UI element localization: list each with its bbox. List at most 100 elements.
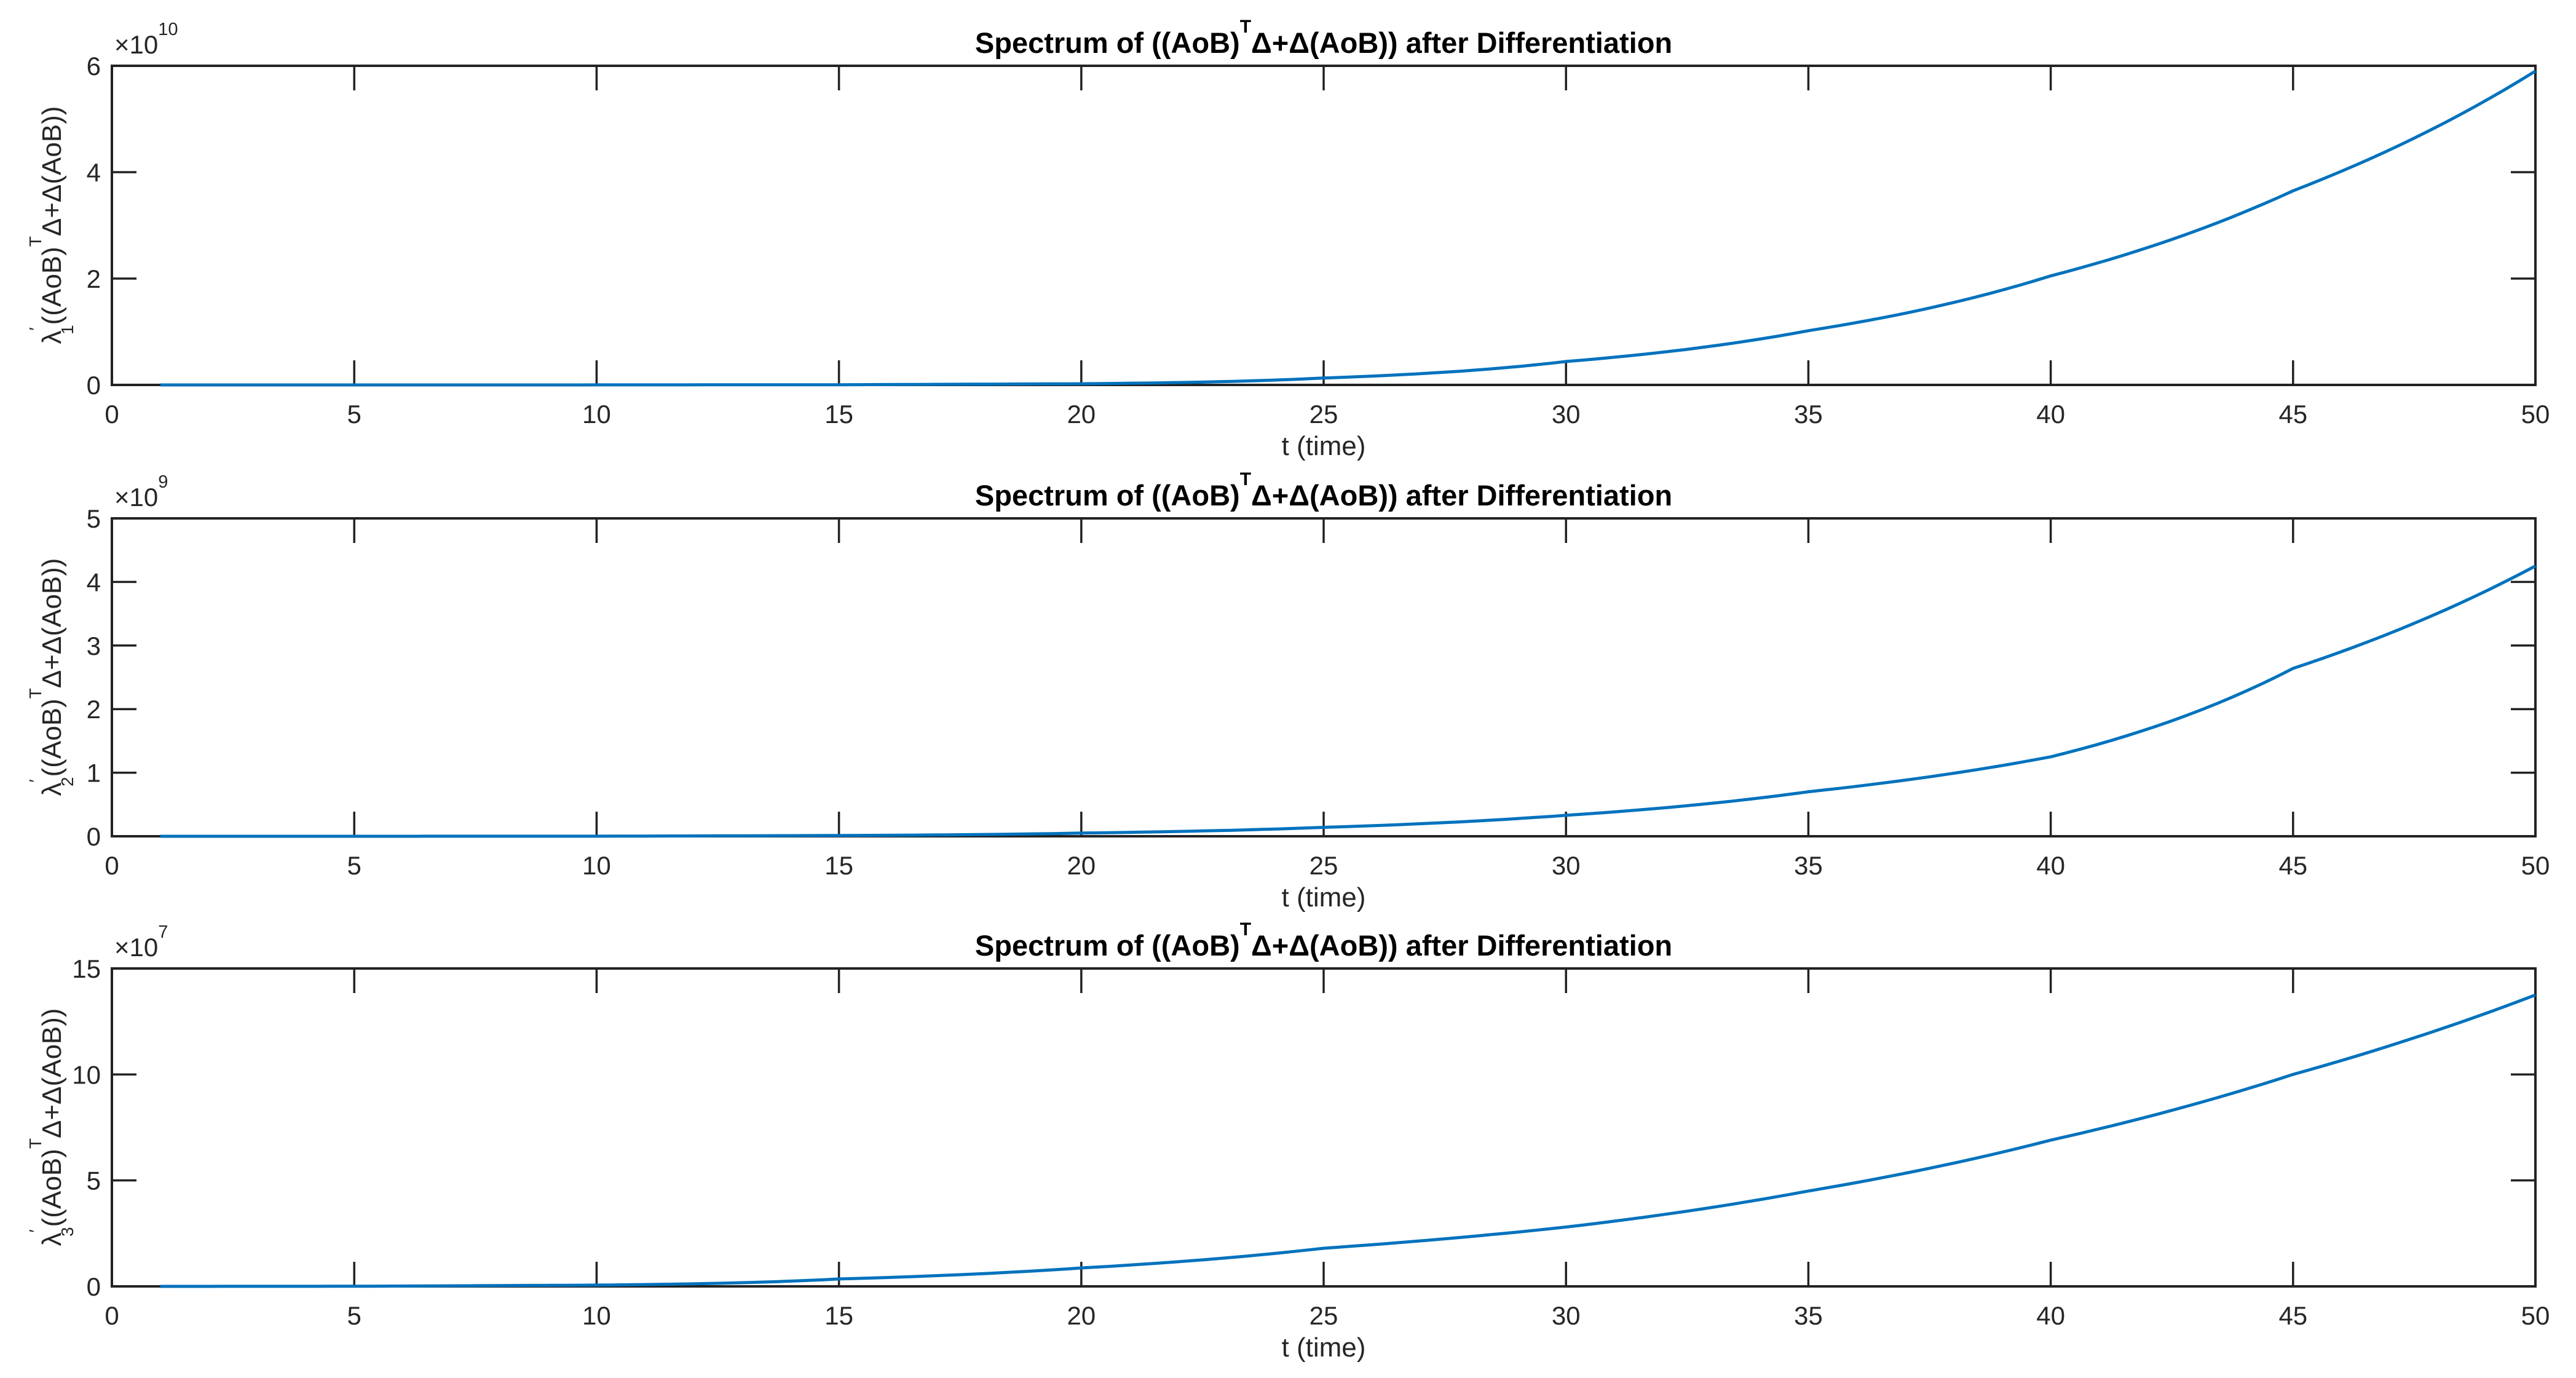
prime-symbol: ′ xyxy=(26,779,45,783)
x-tick-label: 40 xyxy=(2036,400,2065,429)
exponent-power: 10 xyxy=(158,20,178,39)
y-tick-label: 3 xyxy=(87,632,101,660)
subplot2-ylabel: λ′ 2((AoB)TΔ+Δ(AoB)) xyxy=(26,558,76,796)
x-tick-label: 0 xyxy=(105,851,119,880)
x-tick-label: 50 xyxy=(2521,1301,2550,1330)
exponent-power: 9 xyxy=(158,472,168,492)
title-text: Spectrum of ((AoB) xyxy=(974,479,1240,512)
ylabel-text: ((AoB) xyxy=(37,247,67,325)
subplot1-ylabel: λ′ 1((AoB)TΔ+Δ(AoB)) xyxy=(26,106,76,344)
x-tick-label: 50 xyxy=(2521,400,2550,429)
x-tick-label: 30 xyxy=(1552,1301,1581,1330)
lambda-subscript: 3 xyxy=(57,1227,77,1237)
exponent-base: ×10 xyxy=(114,483,159,512)
axes-box xyxy=(111,65,2537,386)
y-tick-label: 0 xyxy=(87,822,101,851)
title-superscript-T: T xyxy=(1239,469,1252,490)
x-tick-label: 25 xyxy=(1310,1301,1338,1330)
subplot3-xlabel: t (time) xyxy=(1281,1332,1366,1363)
ylabel-text: Δ+Δ(AoB)) xyxy=(37,1008,67,1139)
ylabel-text: ((AoB) xyxy=(37,699,67,777)
x-tick-label: 45 xyxy=(2278,400,2307,429)
axes-box xyxy=(111,967,2537,1288)
ylabel-text: ((AoB) xyxy=(37,1149,67,1227)
y-tick-label: 0 xyxy=(87,371,101,400)
ylabel-superscript-T: T xyxy=(26,1138,45,1149)
x-tick-label: 30 xyxy=(1552,400,1581,429)
x-tick-label: 30 xyxy=(1552,851,1581,880)
x-tick-label: 5 xyxy=(347,400,362,429)
subplot2-title: Spectrum of ((AoB)TΔ+Δ(AoB)) after Diffe… xyxy=(112,470,2535,512)
x-tick-label: 15 xyxy=(824,1301,853,1330)
subplot2-xlabel: t (time) xyxy=(1281,882,1366,913)
series-line xyxy=(160,993,2536,1288)
x-tick-label: 20 xyxy=(1067,400,1096,429)
x-tick-label: 25 xyxy=(1310,400,1338,429)
x-tick-label: 5 xyxy=(347,1301,362,1330)
subplot-1: 0 5 10 15 20 25 30 35 40 45 50 0 2 4 6 xyxy=(87,52,2550,429)
prime-symbol: ′ xyxy=(26,1229,45,1233)
y-tick-label: 5 xyxy=(87,504,101,533)
x-tick-label: 35 xyxy=(1794,1301,1823,1330)
y-tick-label: 15 xyxy=(72,954,101,983)
title-text: Δ+Δ(AoB)) after Differentiation xyxy=(1251,929,1673,962)
subplot3-y-exponent: ×107 xyxy=(114,924,168,962)
subplot2-y-exponent: ×109 xyxy=(114,473,168,512)
subplot1-title: Spectrum of ((AoB)TΔ+Δ(AoB)) after Diffe… xyxy=(112,18,2535,59)
x-tick-label: 10 xyxy=(582,1301,611,1330)
subplot3-title: Spectrum of ((AoB)TΔ+Δ(AoB)) after Diffe… xyxy=(112,921,2535,962)
y-tick-label: 4 xyxy=(87,568,101,596)
y-tick-label: 10 xyxy=(72,1060,101,1089)
x-tick-label: 0 xyxy=(105,400,119,429)
y-tick-label: 4 xyxy=(87,158,101,187)
x-tick-label: 0 xyxy=(105,1301,119,1330)
x-tick-label: 35 xyxy=(1794,400,1823,429)
x-tick-label: 20 xyxy=(1067,851,1096,880)
lambda-subscript: 2 xyxy=(57,777,77,786)
y-tick-label: 2 xyxy=(87,695,101,724)
lambda-subscript: 1 xyxy=(57,325,77,335)
subplot1-y-exponent: ×1010 xyxy=(114,21,178,59)
title-text: Spectrum of ((AoB) xyxy=(974,26,1240,59)
x-tick-label: 40 xyxy=(2036,851,2065,880)
y-tick-label: 0 xyxy=(87,1272,101,1301)
series-line xyxy=(160,564,2537,838)
x-tick-label: 10 xyxy=(582,851,611,880)
y-tick-label: 6 xyxy=(87,52,101,81)
ylabel-text: Δ+Δ(AoB)) xyxy=(37,558,67,689)
y-tick-label: 1 xyxy=(87,759,101,788)
exponent-base: ×10 xyxy=(114,30,159,59)
x-tick-label: 25 xyxy=(1310,851,1338,880)
x-tick-label: 35 xyxy=(1794,851,1823,880)
x-tick-label: 15 xyxy=(824,851,853,880)
title-text: Δ+Δ(AoB)) after Differentiation xyxy=(1251,479,1673,512)
x-tick-label: 10 xyxy=(582,400,611,429)
ylabel-superscript-T: T xyxy=(26,236,45,247)
prime-symbol: ′ xyxy=(26,327,45,331)
x-tick-label: 5 xyxy=(347,851,362,880)
title-superscript-T: T xyxy=(1239,919,1252,940)
subplot3-ylabel: λ′ 3((AoB)TΔ+Δ(AoB)) xyxy=(26,1008,76,1246)
y-tick-label: 5 xyxy=(87,1166,101,1195)
ylabel-text: Δ+Δ(AoB)) xyxy=(37,106,67,237)
subplot1-xlabel: t (time) xyxy=(1281,431,1366,461)
title-text: Spectrum of ((AoB) xyxy=(974,929,1240,962)
y-tick-label: 2 xyxy=(87,264,101,293)
x-tick-label: 15 xyxy=(824,400,853,429)
x-tick-label: 50 xyxy=(2521,851,2550,880)
exponent-power: 7 xyxy=(158,922,168,942)
axes-box xyxy=(111,517,2537,837)
series-line xyxy=(160,69,2537,387)
ylabel-superscript-T: T xyxy=(26,688,45,699)
title-text: Δ+Δ(AoB)) after Differentiation xyxy=(1251,26,1673,59)
x-tick-label: 40 xyxy=(2036,1301,2065,1330)
x-tick-label: 45 xyxy=(2278,851,2307,880)
exponent-base: ×10 xyxy=(114,933,159,962)
title-superscript-T: T xyxy=(1239,17,1252,38)
subplot-3: 0 5 10 15 20 25 30 35 40 45 50 0 5 10 15 xyxy=(72,954,2550,1330)
x-tick-label: 20 xyxy=(1067,1301,1096,1330)
x-tick-label: 45 xyxy=(2278,1301,2307,1330)
